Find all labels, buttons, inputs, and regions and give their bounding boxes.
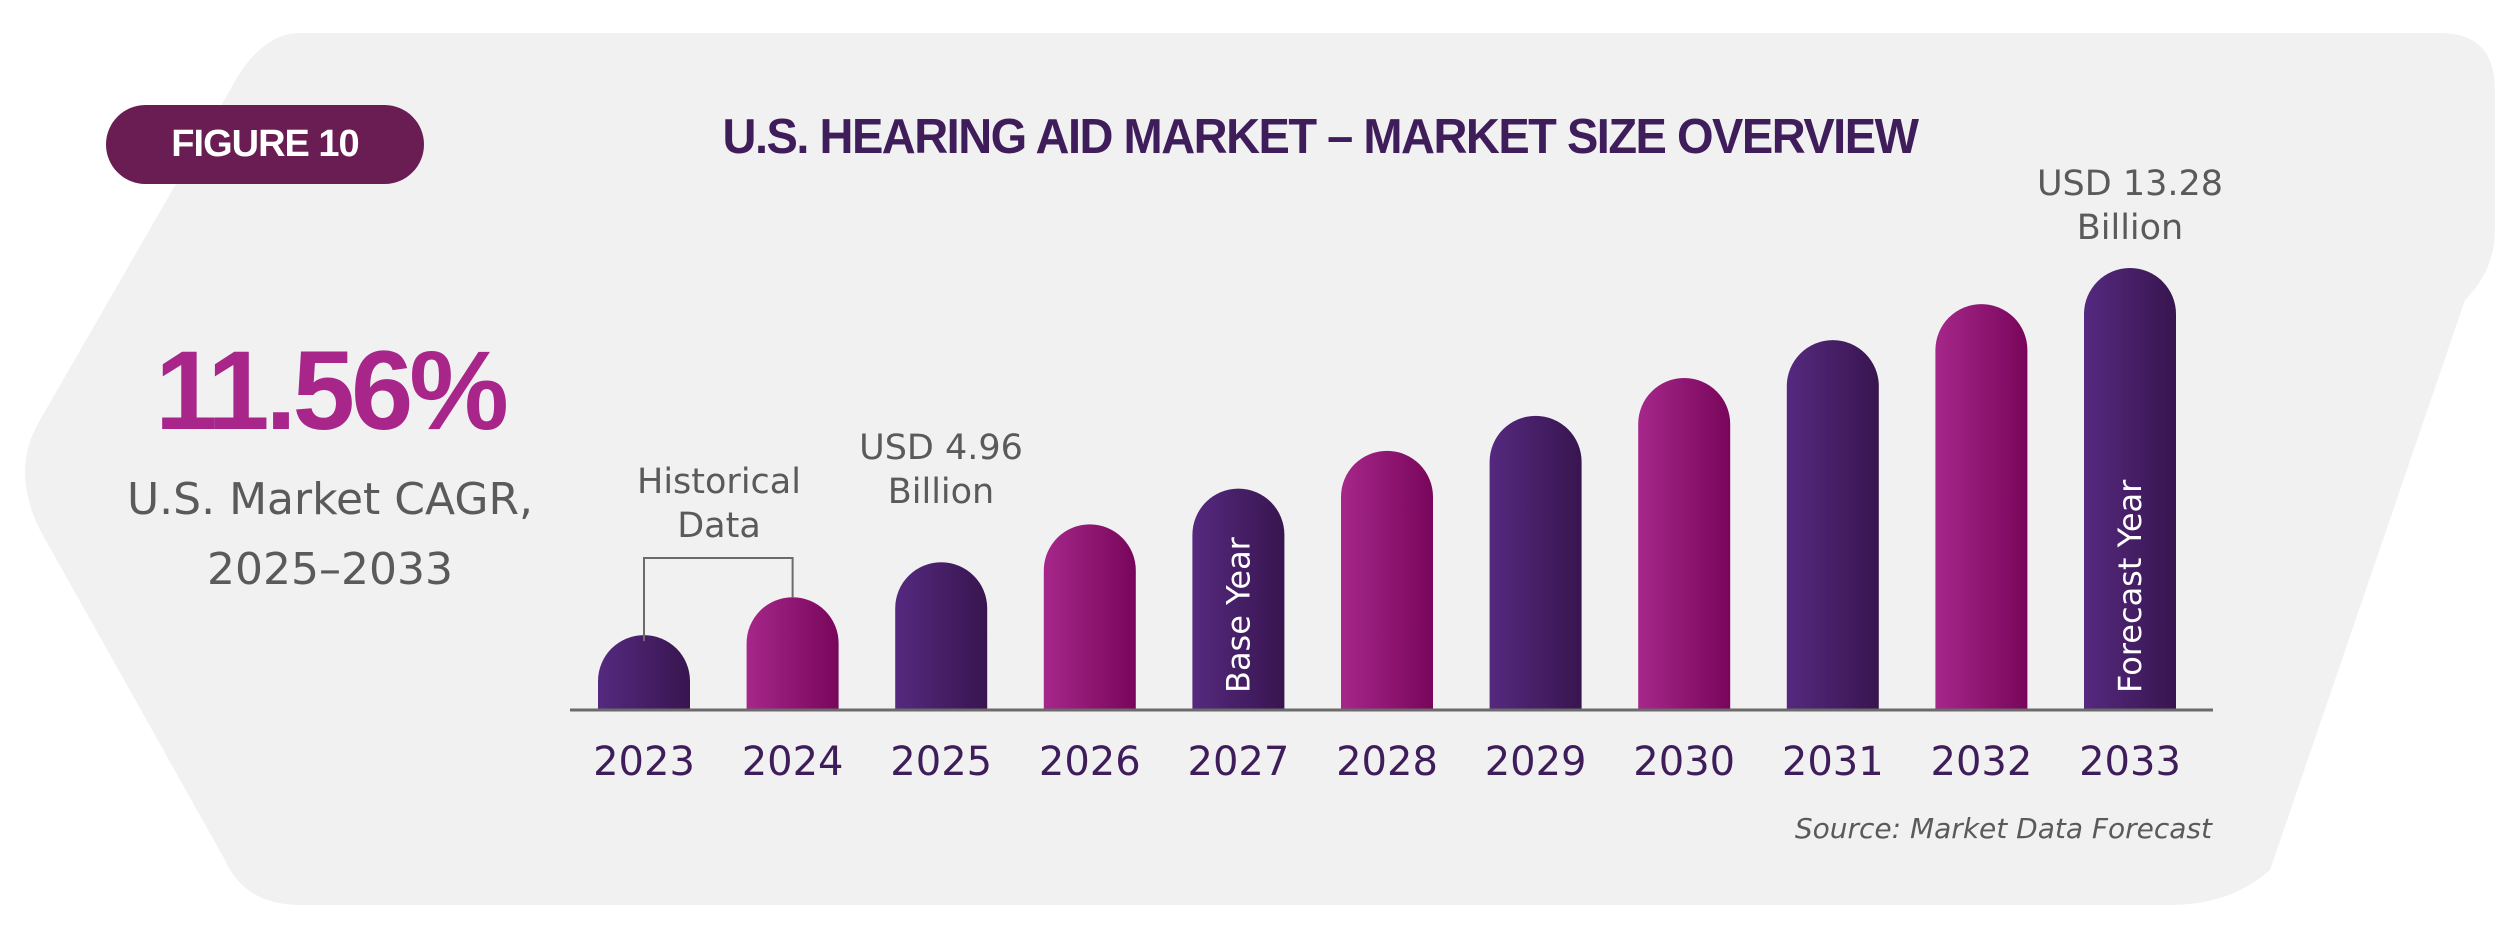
bracket-line bbox=[643, 557, 794, 642]
bar-2030 bbox=[1638, 377, 1731, 709]
bar-2032 bbox=[1935, 304, 2028, 709]
historical-annotation-line1: Historical bbox=[637, 462, 801, 502]
value-2025-line1: USD 4.96 bbox=[859, 428, 1023, 468]
x-tick-label-2032: 2032 bbox=[1931, 739, 2033, 785]
value-2033-line2: Billion bbox=[2076, 208, 2184, 248]
x-tick-label-2029: 2029 bbox=[1485, 739, 1587, 785]
chart-title: U.S. HEARING AID MARKET – MARKET SIZE OV… bbox=[722, 107, 1919, 164]
x-tick-label-2025: 2025 bbox=[890, 739, 992, 785]
x-tick-label-2024: 2024 bbox=[742, 739, 844, 785]
historical-bracket bbox=[643, 557, 794, 642]
bar-2026 bbox=[1043, 524, 1136, 709]
bar-2024 bbox=[746, 597, 839, 709]
x-tick-label-2033: 2033 bbox=[2079, 739, 2181, 785]
bar-2031 bbox=[1786, 340, 1879, 709]
cagr-label: U.S. Market CAGR, 2025–2033 bbox=[60, 465, 600, 605]
bar-2033 bbox=[2084, 268, 2176, 709]
bar-2029 bbox=[1489, 415, 1582, 709]
source-note: Source: Market Data Forecast bbox=[1794, 812, 2212, 845]
figure-badge-label: FIGURE 10 bbox=[171, 123, 359, 165]
x-tick-label-2023: 2023 bbox=[593, 739, 695, 785]
figure-badge: FIGURE 10 bbox=[106, 105, 424, 184]
bar-2023 bbox=[598, 635, 690, 709]
bar-label-2033: Forecast Year bbox=[2111, 479, 2149, 693]
x-tick-label-2026: 2026 bbox=[1039, 739, 1141, 785]
cagr-label-line1: U.S. Market CAGR, bbox=[126, 474, 534, 525]
historical-data-annotation: Historical Data bbox=[614, 460, 824, 548]
x-axis-labels: 2023 2024 2025 2026 2027 2028 2029 2030 2031 2032… bbox=[593, 739, 2181, 785]
bars: Base Year Forecast Year bbox=[598, 268, 2176, 709]
value-2025-line2: Billion bbox=[887, 472, 995, 512]
x-tick-label-2028: 2028 bbox=[1336, 739, 1438, 785]
value-annotation-2025: USD 4.96 Billion bbox=[826, 426, 1056, 514]
x-tick-label-2031: 2031 bbox=[1782, 739, 1884, 785]
bar-label-2027: Base Year bbox=[1219, 536, 1257, 693]
bar-2028 bbox=[1341, 450, 1433, 709]
x-tick-label-2030: 2030 bbox=[1633, 739, 1735, 785]
historical-annotation-line2: Data bbox=[677, 506, 761, 546]
value-2033-line1: USD 13.28 bbox=[2036, 164, 2224, 204]
bar-2025 bbox=[895, 562, 988, 709]
cagr-value: 11.56% bbox=[155, 328, 509, 453]
bar-2027 bbox=[1192, 488, 1285, 709]
cagr-label-line2: 2025–2033 bbox=[207, 544, 453, 595]
x-tick-label-2027: 2027 bbox=[1188, 739, 1290, 785]
value-annotation-2033: USD 13.28 Billion bbox=[2010, 162, 2250, 250]
